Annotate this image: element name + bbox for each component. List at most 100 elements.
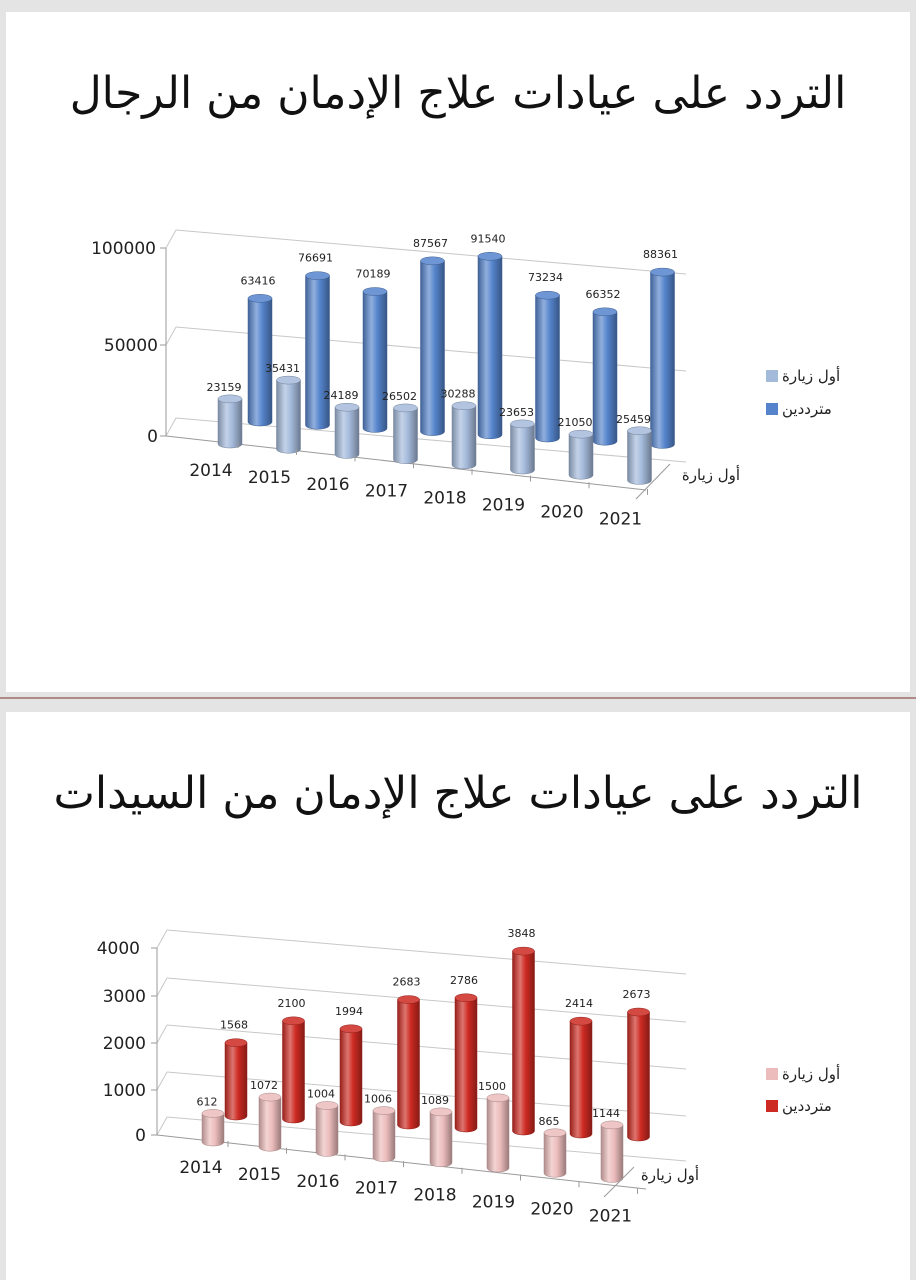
women-gridline-side (156, 1024, 168, 1044)
men-data-label-back: 87567 (413, 237, 448, 250)
women-gridline (166, 1024, 687, 1070)
men-bar-back-2016 (362, 287, 388, 433)
women-y-tick-label: 0 (135, 1126, 146, 1146)
women-x-axis (156, 1134, 647, 1190)
men-bar-front-2021 (627, 426, 652, 485)
men-chart-title: التردد على عيادات علاج الإدمان من الرجال (69, 68, 847, 119)
women-data-label-back: 2414 (565, 997, 593, 1010)
women-gridline-side (156, 977, 168, 997)
women-x-tick-label: 2021 (589, 1206, 632, 1226)
women-depth-axis (603, 1166, 635, 1198)
men-chart-slide: التردد على عيادات علاج الإدمان من الرجال… (6, 12, 910, 692)
slide-divider (0, 697, 916, 699)
men-x-tick-label: 2014 (189, 461, 232, 481)
women-bar-back-2019 (512, 946, 535, 1136)
men-legend-label: أول زيارة (782, 366, 840, 385)
men-x-tick-label: 2021 (599, 509, 642, 529)
women-chart-slide: التردد على عيادات علاج الإدمان من السيدا… (6, 712, 910, 1280)
men-gridline-side (165, 229, 177, 249)
men-bar-front-2015 (276, 375, 301, 454)
women-data-label-back: 1994 (335, 1005, 363, 1018)
men-bar-back-2021 (650, 267, 675, 449)
men-legend-swatch (766, 370, 778, 382)
men-data-label-front: 35431 (265, 362, 300, 375)
men-x-tick-label: 2017 (365, 482, 408, 502)
men-data-label-front: 23159 (207, 381, 242, 394)
men-depth-axis-label: أول زيارة (682, 465, 740, 484)
men-bar-front-2020 (568, 429, 594, 480)
women-bar-front-2019 (486, 1093, 510, 1173)
women-bar-front-2017 (372, 1106, 396, 1162)
women-x-tick-label: 2019 (472, 1193, 515, 1213)
women-data-label-front: 1500 (478, 1080, 506, 1093)
women-gridline-side (156, 929, 168, 949)
women-x-tick-label: 2020 (530, 1199, 573, 1219)
men-legend-label: مترددين (782, 400, 832, 418)
women-gridline (166, 977, 687, 1023)
women-bar-back-2014 (224, 1038, 248, 1121)
women-data-label-front: 612 (197, 1095, 218, 1108)
men-bar-back-2019 (535, 290, 560, 443)
men-x-tick-label: 2016 (306, 475, 349, 495)
men-data-label-back: 76691 (298, 252, 333, 265)
women-y-tick-label: 2000 (103, 1034, 146, 1054)
men-y-tick-label: 100000 (91, 239, 156, 259)
women-x-tick-label: 2017 (355, 1179, 398, 1199)
men-data-label-front: 24189 (324, 389, 359, 402)
women-bar-front-2021 (600, 1120, 624, 1183)
men-bar-back-2020 (592, 307, 618, 446)
men-data-label-back: 66352 (586, 288, 621, 301)
men-bar-front-2017 (393, 403, 418, 464)
women-bar-back-2020 (569, 1016, 593, 1139)
women-gridline (166, 1071, 687, 1117)
men-bar-front-2016 (334, 402, 360, 459)
men-data-label-back: 70189 (356, 268, 391, 281)
men-data-label-front: 25459 (616, 413, 651, 426)
women-bar-back-2016 (339, 1024, 363, 1127)
men-data-label-front: 23653 (499, 406, 534, 419)
women-data-label-back: 1568 (220, 1019, 248, 1032)
women-gridline-side (156, 1116, 168, 1136)
men-data-label-front: 21050 (558, 416, 593, 429)
men-bar-front-2018 (451, 401, 477, 470)
women-data-label-front: 1006 (364, 1093, 392, 1106)
women-depth-axis-label: أول زيارة (641, 1165, 699, 1184)
men-bar-back-2014 (247, 294, 273, 427)
women-data-label-back: 2786 (450, 974, 478, 987)
men-legend-swatch (766, 403, 778, 415)
men-data-label-back: 63416 (241, 274, 276, 287)
women-bar-back-2018 (454, 993, 478, 1133)
men-x-tick-label: 2015 (248, 468, 291, 488)
men-gridline (175, 229, 687, 275)
men-gridline-side (165, 326, 177, 346)
women-data-label-front: 865 (539, 1115, 560, 1128)
women-data-label-front: 1089 (421, 1094, 449, 1107)
women-data-label-back: 2100 (278, 997, 306, 1010)
men-data-label-back: 91540 (471, 232, 506, 245)
women-bar-back-2017 (397, 995, 420, 1130)
women-data-label-back: 2683 (393, 976, 421, 989)
women-data-label-front: 1144 (592, 1107, 620, 1120)
women-y-tick-label: 1000 (103, 1081, 146, 1101)
women-data-label-front: 1072 (250, 1079, 278, 1092)
women-legend-swatch (766, 1100, 778, 1112)
men-chart: 0 50000 100000 63416 76691 70189 87567 91540 732… (91, 229, 840, 529)
women-bar-front-2015 (258, 1092, 282, 1152)
women-legend-label: مترددين (782, 1097, 832, 1115)
women-gridline-side (156, 1071, 168, 1091)
women-legend-swatch (766, 1068, 778, 1080)
men-bar-back-2015 (305, 271, 330, 430)
men-data-label-front: 30288 (441, 388, 476, 401)
men-bar-front-2019 (510, 419, 535, 475)
men-depth-axis (635, 463, 671, 500)
women-chart: 0 1000 2000 3000 4000 1568 2100 1994 2683 2786 384… (97, 927, 840, 1226)
men-x-tick-label: 2018 (423, 489, 466, 509)
women-bar-front-2014 (201, 1109, 225, 1147)
men-data-label-back: 88361 (643, 248, 678, 261)
men-y-tick-label: 0 (147, 427, 158, 447)
women-bar-front-2016 (315, 1101, 339, 1157)
women-data-label-front: 1004 (307, 1087, 335, 1100)
women-bar-front-2018 (429, 1107, 453, 1168)
men-bar-front-2014 (217, 394, 243, 449)
women-x-tick-label: 2018 (413, 1186, 456, 1206)
